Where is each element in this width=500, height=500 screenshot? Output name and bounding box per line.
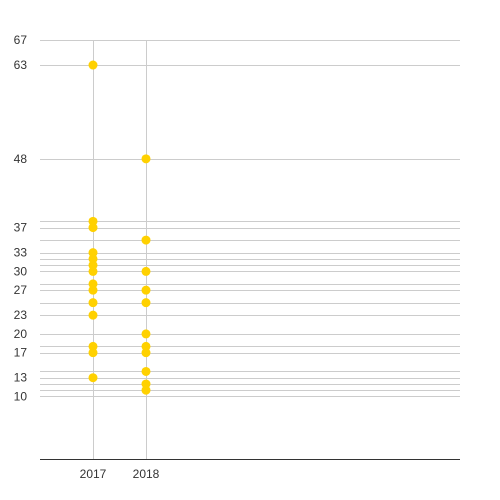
- y-tick-label-63: 63: [14, 58, 28, 72]
- grid-layer: [40, 40, 460, 397]
- data-point-2017-30[interactable]: [88, 266, 98, 276]
- y-tick-label-67: 67: [14, 33, 28, 47]
- y-tick-label-13: 13: [14, 371, 28, 385]
- y-tick-label-33: 33: [14, 246, 28, 260]
- x-tick-label-2017: 2017: [80, 467, 107, 481]
- y-tick-label-10: 10: [14, 389, 28, 403]
- y-tick-label-17: 17: [14, 346, 28, 360]
- data-point-2018-11[interactable]: [141, 385, 151, 395]
- data-point-2017-33[interactable]: [88, 248, 98, 258]
- y-tick-label-27: 27: [14, 283, 28, 297]
- data-point-2018-18[interactable]: [141, 341, 151, 351]
- data-point-2017-37[interactable]: [88, 223, 98, 233]
- data-point-2018-20[interactable]: [141, 329, 151, 339]
- y-tick-label-23: 23: [14, 308, 28, 322]
- y-tick-label-48: 48: [14, 152, 28, 166]
- data-point-2017-38[interactable]: [88, 216, 98, 226]
- data-point-2017-25[interactable]: [88, 298, 98, 308]
- data-point-2017-63[interactable]: [88, 60, 98, 70]
- x-tick-label-2018: 2018: [133, 467, 160, 481]
- data-point-2017-28[interactable]: [88, 279, 98, 289]
- data-point-2017-23[interactable]: [88, 310, 98, 320]
- data-point-2017-18[interactable]: [88, 341, 98, 351]
- data-point-2018-35[interactable]: [141, 235, 151, 245]
- y-tick-label-30: 30: [14, 264, 28, 278]
- data-point-2018-25[interactable]: [141, 298, 151, 308]
- data-point-2017-17[interactable]: [88, 348, 98, 358]
- data-point-2018-14[interactable]: [141, 366, 151, 376]
- x-tick-labels: 2017 2018: [80, 467, 160, 481]
- data-point-2017-27[interactable]: [88, 285, 98, 295]
- y-tick-label-37: 37: [14, 221, 28, 235]
- y-tick-labels: 67 63 48 37 33 30 27 23 20 17 13 10: [14, 33, 28, 403]
- data-point-2018-27[interactable]: [141, 285, 151, 295]
- data-point-2018-12[interactable]: [141, 379, 151, 389]
- data-point-2018-48[interactable]: [141, 154, 151, 164]
- data-point-2018-17[interactable]: [141, 348, 151, 358]
- data-point-2017-32[interactable]: [88, 254, 98, 264]
- data-point-2018-30[interactable]: [141, 266, 151, 276]
- y-tick-label-20: 20: [14, 327, 28, 341]
- data-points: [88, 60, 151, 395]
- data-point-2017-31[interactable]: [88, 260, 98, 270]
- data-point-2017-13[interactable]: [88, 373, 98, 383]
